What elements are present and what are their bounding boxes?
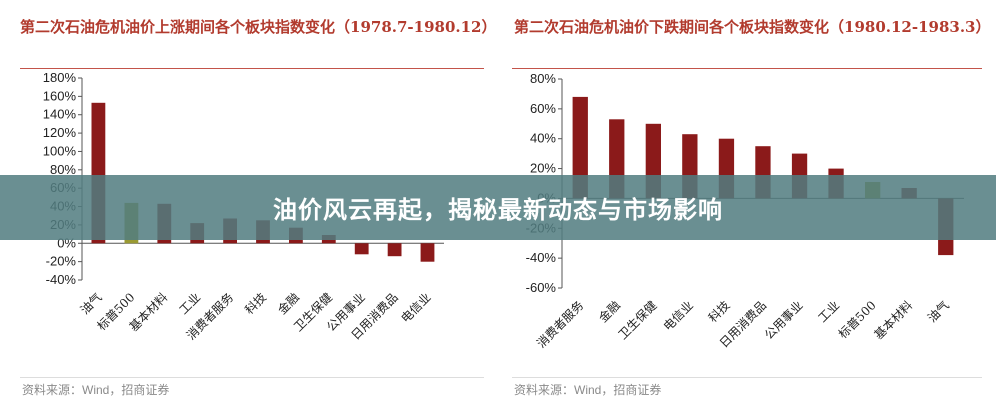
y-tick-label: 20% (530, 161, 556, 176)
x-tick-label: 电信业 (398, 290, 433, 325)
chart-title: 第二次石油危机油价下跌期间各个板块指数变化（1980.12-1983.3） (514, 18, 991, 36)
chart-title: 第二次石油危机油价上涨期间各个板块指数变化（1978.7-1980.12） (20, 18, 497, 36)
x-tick-label: 卫生保健 (616, 298, 660, 342)
y-tick-label: -60% (526, 280, 557, 295)
x-tick-label: 金融 (595, 298, 623, 326)
title-divider (512, 68, 982, 69)
x-tick-label: 公用事业 (762, 298, 806, 342)
bar (572, 96, 588, 199)
y-tick-label: -40% (46, 272, 77, 287)
x-tick-label: 标普500 (836, 298, 879, 341)
y-tick-label: -40% (526, 250, 557, 265)
headline-text: 油价风云再起，揭秘最新动态与市场影响 (273, 196, 723, 224)
x-tick-label: 基本材料 (871, 298, 915, 342)
x-tick-label: 工业 (815, 298, 842, 325)
headline-banner: 油价风云再起，揭秘最新动态与市场影响 (0, 175, 996, 240)
chart-source: 资料来源：Wind，招商证券 (514, 383, 662, 397)
y-tick-label: 140% (43, 107, 77, 122)
x-tick-label: 工业 (176, 290, 203, 317)
bar (387, 243, 402, 257)
y-tick-label: 80% (530, 71, 556, 86)
bar (354, 243, 369, 255)
bar-chart-left: -40%-20%0%20%40%60%80%100%120%140%160%18… (43, 70, 444, 343)
x-tick-label: 金融 (274, 290, 302, 318)
x-tick-label: 油气 (77, 290, 105, 318)
bar (420, 243, 435, 262)
y-tick-label: 60% (530, 101, 556, 116)
y-tick-label: 180% (43, 70, 77, 85)
x-tick-label: 科技 (706, 298, 733, 325)
y-tick-label: -20% (46, 254, 77, 269)
source-divider (20, 377, 484, 378)
title-divider (20, 68, 484, 69)
source-divider (512, 377, 982, 378)
y-tick-label: 80% (50, 162, 76, 177)
y-tick-label: 120% (43, 125, 77, 140)
x-tick-label: 油气 (924, 298, 952, 326)
chart-source: 资料来源：Wind，招商证券 (22, 383, 170, 397)
y-tick-label: 40% (530, 131, 556, 146)
x-tick-label: 消费者服务 (533, 298, 586, 351)
y-tick-label: 160% (43, 88, 77, 103)
y-tick-label: 100% (43, 143, 77, 158)
x-tick-label: 科技 (242, 290, 269, 317)
x-tick-label: 电信业 (661, 298, 696, 333)
